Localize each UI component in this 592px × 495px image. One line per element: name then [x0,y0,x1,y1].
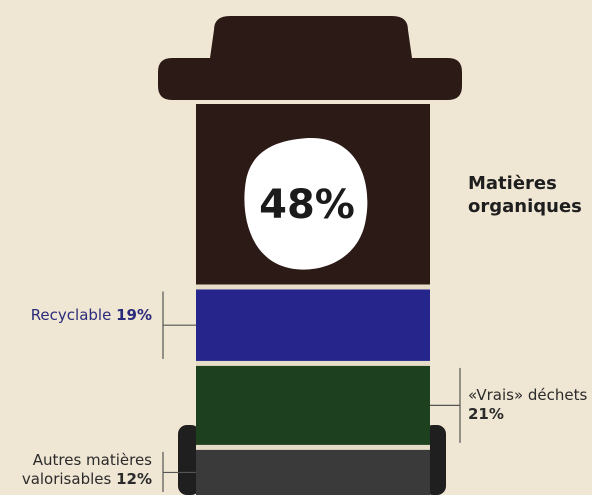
value-label: 48% [259,182,355,228]
value-label: 19% [116,306,152,324]
category-name: «Vrais» déchets [468,386,587,404]
segment-label: Matières organiques [468,172,590,218]
segment-label: Autres matières valorisables 12% [4,451,152,489]
segment-label: «Vrais» déchets 21% [468,386,588,424]
value-label: 12% [116,470,152,488]
bin-segment [196,366,430,445]
infographic: 48% Matières organiques Recyclable 19% «Vr… [0,0,592,495]
bin-lid [158,16,462,100]
category-name: Matières organiques [468,173,582,217]
segment-label: Recyclable 19% [10,306,152,325]
category-name: Recyclable [31,306,112,324]
bin-segment [196,450,430,495]
value-label: 21% [468,405,504,423]
bin-segment [196,289,430,360]
